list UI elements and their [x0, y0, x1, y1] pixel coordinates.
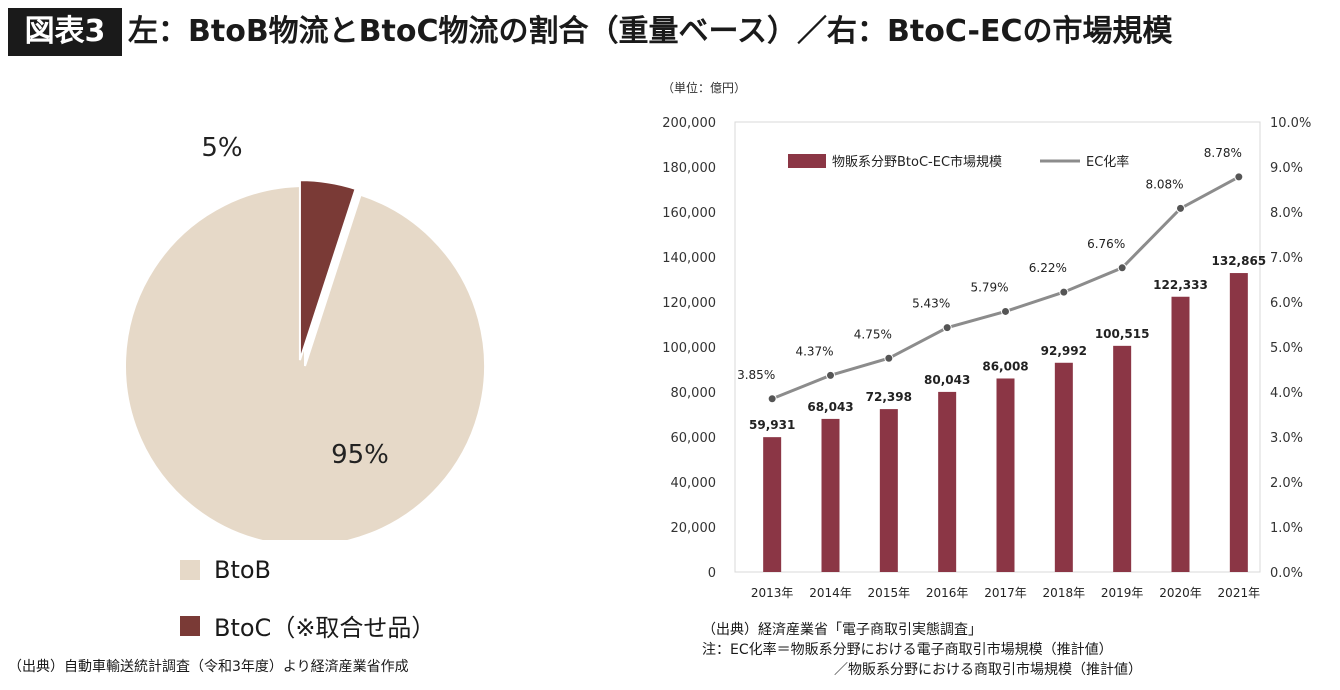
bar-data-label: 68,043: [807, 400, 853, 414]
chart-notes: （出典）経済産業省「電子商取引実態調査」 注：EC化率＝物販系分野における電子商…: [702, 620, 1142, 680]
legend-swatch-btoc: [180, 615, 200, 636]
y2-tick-label: 10.0%: [1270, 116, 1311, 131]
y-tick-label: 40,000: [671, 476, 717, 491]
bar-data-label: 72,398: [866, 390, 912, 404]
header: 図表3 左：BtoB物流とBtoC物流の割合（重量ベース）／右：BtoC-ECの…: [0, 0, 1340, 62]
y2-tick-label: 7.0%: [1270, 251, 1303, 266]
y2-tick-label: 6.0%: [1270, 296, 1303, 311]
x-tick-label: 2020年: [1159, 586, 1202, 600]
x-tick-label: 2019年: [1101, 586, 1144, 600]
line-marker: [1117, 263, 1127, 273]
y2-tick-label: 4.0%: [1270, 386, 1303, 401]
y2-tick-label: 2.0%: [1270, 476, 1303, 491]
x-tick-label: 2021年: [1218, 586, 1261, 600]
y-tick-label: 200,000: [662, 116, 716, 131]
line-marker: [1059, 287, 1069, 297]
legend-item-btob: BtoB: [180, 556, 271, 584]
pie-slice-btoc: [298, 179, 357, 361]
line-data-label: 8.78%: [1204, 146, 1242, 160]
y2-tick-label: 3.0%: [1270, 431, 1303, 446]
bar-data-label: 122,333: [1153, 278, 1208, 292]
y-tick-label: 0: [708, 566, 716, 581]
y-tick-label: 140,000: [662, 251, 716, 266]
note-definition-cont: ／物販系分野における商取引市場規模（推計値）: [834, 662, 1142, 678]
x-tick-label: 2017年: [984, 586, 1027, 600]
y-tick-label: 80,000: [671, 386, 717, 401]
bar: [1229, 273, 1248, 572]
bar-data-label: 132,865: [1212, 254, 1267, 268]
bar-data-label: 92,992: [1041, 344, 1087, 358]
line-data-label: 3.85%: [737, 368, 775, 382]
legend-swatch-bar: [788, 154, 826, 168]
left-source-note: （出典）自動車輸送統計調査（令和3年度）より経済産業省作成: [8, 659, 409, 675]
figure-badge: 図表3: [8, 8, 122, 56]
line-marker: [1001, 306, 1010, 316]
y-tick-label: 120,000: [662, 296, 716, 311]
bar-line-chart-panel: （単位：億円） 0 20,000 40,000 60,000 80,000 100,000 1…: [650, 70, 1340, 690]
x-tick-label: 2018年: [1043, 586, 1086, 600]
bar: [1113, 345, 1132, 572]
bar-line-chart: （単位：億円） 0 20,000 40,000 60,000 80,000 100,000 1…: [662, 80, 1311, 600]
pie-label-btob: 95%: [331, 440, 389, 470]
line-marker: [826, 370, 835, 380]
line-data-label: 4.37%: [795, 344, 833, 358]
line-marker: [1234, 172, 1244, 182]
x-tick-label: 2016年: [926, 586, 969, 600]
y2-tick-label: 0.0%: [1270, 566, 1303, 581]
legend-label-btob: BtoB: [214, 556, 272, 584]
pie-label-btoc: 5%: [201, 133, 242, 163]
bar: [821, 418, 840, 572]
bar: [1054, 362, 1073, 572]
legend-item-btoc: BtoC（※取合せ品）: [180, 608, 435, 643]
bar-data-label: 80,043: [924, 373, 970, 387]
x-tick-label: 2015年: [868, 586, 911, 600]
line-data-label: 6.76%: [1087, 237, 1125, 251]
y-tick-label: 60,000: [671, 431, 717, 446]
pie-chart-panel: 95% 5% BtoB BtoC（※取合せ品） （出典）自動車輸送統計調査（令和3…: [0, 70, 640, 690]
line-data-label: 4.75%: [854, 327, 892, 341]
note-source: （出典）経済産業省「電子商取引実態調査」: [702, 622, 982, 638]
legend-label-line: EC化率: [1086, 154, 1129, 170]
bar: [938, 391, 957, 572]
bar: [879, 409, 898, 572]
x-tick-label: 2014年: [809, 586, 852, 600]
y-tick-label: 180,000: [662, 161, 716, 176]
line-marker: [884, 353, 894, 363]
line-marker: [767, 394, 777, 404]
y2-tick-label: 1.0%: [1270, 521, 1303, 536]
line-data-label: 8.08%: [1145, 177, 1183, 191]
line-data-label: 5.79%: [970, 280, 1008, 294]
page-title: 左：BtoB物流とBtoC物流の割合（重量ベース）／右：BtoC-ECの市場規模: [128, 14, 1173, 49]
x-tick-label: 2013年: [751, 586, 794, 600]
y2-tick-label: 9.0%: [1270, 161, 1303, 176]
y-unit-label: （単位：億円）: [662, 80, 746, 95]
line-data-label: 5.43%: [912, 297, 950, 311]
y-tick-label: 20,000: [671, 521, 717, 536]
bar: [763, 437, 782, 572]
line-data-label: 6.22%: [1029, 261, 1067, 275]
pie-slice-btob: [124, 184, 486, 540]
bar-data-label: 59,931: [749, 418, 795, 432]
y-tick-label: 100,000: [662, 341, 716, 356]
bar-data-label: 100,515: [1095, 327, 1150, 341]
bar-data-label: 86,008: [982, 359, 1028, 373]
legend-label-bar: 物販系分野BtoC-EC市場規模: [832, 154, 1002, 170]
note-definition: 注：EC化率＝物販系分野における電子商取引市場規模（推計値）: [702, 642, 1113, 658]
y2-tick-label: 5.0%: [1270, 341, 1303, 356]
line-marker: [1176, 203, 1185, 213]
y2-tick-label: 8.0%: [1270, 206, 1303, 221]
legend-swatch-btob: [180, 560, 200, 580]
legend-label-btoc: BtoC（※取合せ品）: [214, 614, 436, 642]
bar: [1171, 296, 1190, 572]
line-marker: [942, 323, 952, 333]
pie-chart: 95% 5%: [124, 133, 486, 540]
bar: [996, 378, 1015, 572]
y-tick-label: 160,000: [662, 206, 716, 221]
